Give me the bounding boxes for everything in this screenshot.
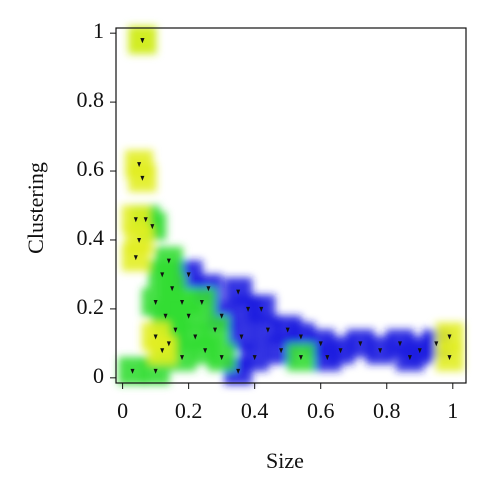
arrow [137,162,142,168]
arrow [298,334,303,340]
arrow [338,348,343,354]
y-tick-label: 0.4 [77,225,105,250]
arrow [137,237,142,243]
arrow [298,355,303,361]
arrow [447,355,452,361]
arrow [325,355,330,361]
y-tick-label: 0.6 [77,156,105,181]
arrow [206,286,211,292]
arrow [186,272,191,278]
x-tick-label: 1 [447,398,458,423]
arrow [318,341,323,347]
arrow [285,327,290,333]
y-axis-title: Clustering [23,162,48,254]
arrow [166,341,171,347]
arrow [358,341,363,347]
plot-area [118,26,464,385]
arrow [219,313,224,319]
arrow [160,272,165,278]
arrow [236,289,241,295]
arrow [166,258,171,264]
arrow [434,341,439,347]
arrow [160,348,165,354]
arrow [140,38,145,44]
arrow [397,341,402,347]
arrow [150,224,155,230]
arrow [203,348,208,354]
arrow [239,334,244,340]
x-tick-label: 0.8 [373,398,401,423]
arrow [279,348,284,354]
arrow [153,300,158,306]
x-tick-label: 0 [117,398,128,423]
arrow [252,355,257,361]
arrows [130,38,452,374]
plot-frame [115,27,467,384]
arrow [447,334,452,340]
arrow [246,306,251,312]
y-tick-label: 0 [93,363,104,388]
arrow [140,175,145,181]
x-tick-label: 0.4 [241,398,269,423]
arrow [193,334,198,340]
arrow [163,313,168,319]
arrow [199,300,204,306]
x-tick-label: 0.2 [175,398,203,423]
arrow [153,368,158,374]
x-axis-title: Size [266,448,304,473]
arrow [130,368,135,374]
y-tick-label: 0.8 [77,87,105,112]
arrow [265,327,270,333]
arrow [143,217,148,223]
arrow [173,327,178,333]
arrow [219,355,224,361]
arrow [378,348,383,354]
arrow [407,355,412,361]
arrow [153,334,158,340]
arrow [417,348,422,354]
x-tick-label: 0.6 [307,398,335,423]
arrow [180,300,185,306]
blobs [118,26,464,385]
arrow [259,306,264,312]
arrow [180,355,185,361]
arrow [133,255,138,261]
arrow [133,217,138,223]
y-tick-label: 1 [93,18,104,43]
arrow [186,313,191,319]
arrow [170,286,175,292]
y-tick-label: 0.2 [77,294,105,319]
arrow [213,327,218,333]
arrow [236,368,241,374]
